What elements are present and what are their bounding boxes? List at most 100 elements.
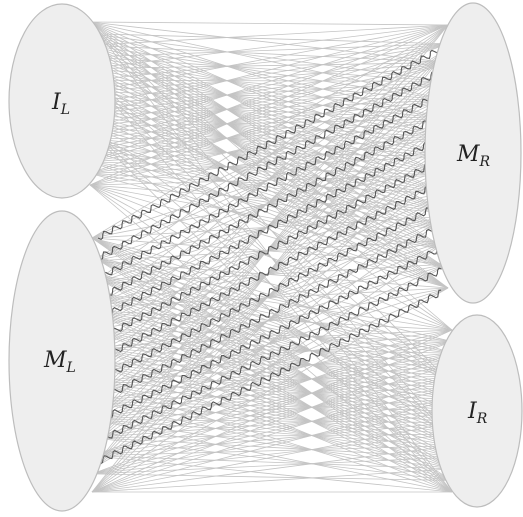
- edge-ml-ir: [91, 255, 453, 435]
- edge-ml-mr: [91, 24, 449, 377]
- node-ml-main: M: [43, 348, 67, 373]
- edge-ml-ir: [91, 382, 453, 400]
- wavy-edge-ml-mr: [97, 223, 444, 404]
- edge-ml-ir: [91, 437, 453, 458]
- node-il-ellipse: [8, 3, 116, 199]
- edge-ml-ir: [91, 328, 453, 435]
- edge-ml-ir: [91, 445, 453, 493]
- edge-il-mr: [89, 24, 449, 139]
- node-il-sub: L: [60, 102, 70, 118]
- wavy-edge-ml-mr: [97, 158, 444, 342]
- edge-ml-ir: [91, 352, 453, 420]
- wavy-edges: [97, 45, 444, 465]
- edge-il-mr: [89, 43, 449, 58]
- edge-ml-ir: [91, 292, 453, 435]
- edge-il-mr: [89, 174, 449, 186]
- edge-ml-mr: [91, 24, 449, 239]
- node-mr-label: MR: [456, 142, 491, 170]
- edge-il-mr: [89, 99, 449, 186]
- node-il: IL: [8, 3, 116, 199]
- edge-il-mr: [89, 62, 449, 116]
- node-ir-ellipse: [431, 314, 523, 508]
- edge-ml-ir: [91, 387, 453, 402]
- node-ml-sub: L: [66, 360, 76, 376]
- edge-ml-ir: [91, 352, 453, 384]
- edge-ml-ir: [91, 437, 453, 481]
- edge-il-mr: [89, 43, 449, 151]
- edge-il-ir: [89, 21, 453, 331]
- edge-ml-mr: [91, 144, 449, 493]
- edge-ml-mr: [91, 239, 449, 262]
- wavy-edge-ml-mr: [97, 245, 443, 424]
- edge-ml-ir: [91, 255, 453, 366]
- edge-il-mr: [89, 137, 449, 186]
- edge-ml-ir: [91, 255, 453, 412]
- edge-ml-mr: [91, 237, 449, 265]
- edge-ml-ir: [91, 419, 453, 423]
- edge-il-mr: [89, 62, 449, 186]
- wavy-edge-ml-mr: [97, 114, 443, 302]
- edge-ml-ir: [91, 382, 453, 493]
- edge-ml-ir: [91, 346, 453, 354]
- edge-ml-ir: [91, 375, 453, 384]
- edge-ml-ir: [91, 382, 453, 470]
- node-il-main: I: [51, 90, 62, 115]
- edge-ml-mr: [91, 96, 449, 493]
- node-il-label: IL: [51, 90, 70, 118]
- edge-ml-ir: [91, 273, 453, 423]
- edge-ml-ir: [91, 255, 453, 342]
- edge-ml-mr: [91, 263, 449, 285]
- node-ir-main: I: [467, 399, 478, 424]
- edge-ml-ir: [91, 456, 453, 475]
- edge-il-mr: [89, 44, 449, 63]
- edge-il-mr: [89, 184, 449, 251]
- edge-il-mr: [89, 43, 449, 104]
- edge-ml-ir: [91, 341, 453, 366]
- edge-ml-mr: [91, 287, 449, 493]
- edge-ml-mr: [91, 24, 449, 331]
- edge-ml-ir: [91, 468, 453, 493]
- edge-il-ir: [89, 184, 453, 439]
- edge-il-mr: [89, 62, 449, 93]
- edge-ml-ir: [91, 273, 453, 331]
- edge-ml-ir: [91, 400, 453, 435]
- edge-ml-ir: [91, 352, 453, 493]
- straight-edges: [89, 21, 453, 493]
- edge-il-mr: [89, 24, 449, 46]
- edge-ml-ir: [91, 473, 453, 481]
- node-ir-sub: R: [476, 411, 488, 427]
- edge-ml-ir: [91, 422, 453, 457]
- edge-ml-ir: [91, 329, 453, 493]
- edge-ml-ir: [91, 255, 453, 389]
- edge-ml-ir: [91, 375, 453, 493]
- node-ml-label: ML: [43, 348, 76, 376]
- edge-ml-ir: [91, 387, 453, 475]
- edge-ml-ir: [91, 346, 453, 423]
- edge-il-mr: [89, 24, 449, 93]
- edge-ml-mr: [91, 192, 449, 493]
- edge-ml-ir: [91, 382, 453, 423]
- edge-ml-ir: [91, 292, 453, 366]
- edge-il-mr: [89, 24, 449, 163]
- edge-ml-ir: [91, 445, 453, 457]
- node-mr-ellipse: [424, 2, 522, 304]
- wavy-edge-ml-mr: [97, 45, 442, 241]
- edge-ml-mr: [91, 260, 449, 289]
- edge-ml-ir: [91, 419, 453, 470]
- edge-il-mr: [89, 24, 449, 69]
- edge-ml-ir: [91, 422, 453, 493]
- edge-ml-ir: [91, 341, 453, 475]
- node-mr-main: M: [456, 142, 480, 167]
- wavy-edge-ml-mr: [97, 267, 442, 444]
- wavy-edge-ml-mr: [97, 202, 444, 383]
- node-mr: MR: [424, 2, 522, 304]
- wavy-edge-ml-mr: [97, 68, 442, 261]
- edge-ml-ir: [91, 375, 453, 457]
- edge-il-ir: [89, 184, 453, 385]
- edge-ml-ir: [91, 399, 453, 493]
- edge-ml-ir: [91, 341, 453, 438]
- edge-il-mr: [89, 62, 449, 69]
- wavy-edge-ml-mr: [97, 91, 442, 281]
- edge-ml-mr: [91, 24, 449, 285]
